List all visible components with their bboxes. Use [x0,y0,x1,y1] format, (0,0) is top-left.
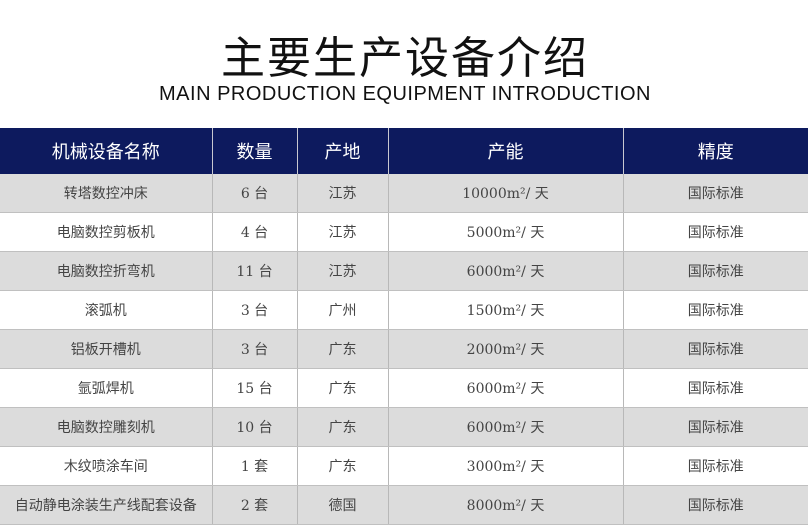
cell-quantity: 4 台 [211,212,297,252]
cell-origin: 广东 [296,329,388,369]
cell-precision: 国际标准 [622,407,808,447]
cell-precision: 国际标准 [622,446,808,486]
header-capacity: 产能 [387,128,623,174]
cell-origin: 江苏 [296,212,388,252]
cell-origin: 德国 [296,485,388,525]
cell-quantity: 3 台 [211,290,297,330]
cell-origin: 江苏 [296,174,388,213]
header-name: 机械设备名称 [0,128,212,174]
cell-capacity: 1500m²/ 天 [387,290,623,330]
cell-capacity: 6000m²/ 天 [387,251,623,291]
header-origin: 产地 [296,128,388,174]
table-row: 电脑数控折弯机 11 台江苏 6000m²/ 天国际标准 [0,251,808,291]
cell-name: 转塔数控冲床 [0,174,212,213]
cell-quantity: 6 台 [211,174,297,213]
table-header-row: 机械设备名称 数量 产地 产能 精度 [0,128,808,174]
table-row: 木纹喷涂车间 1 套广东 3000m²/ 天国际标准 [0,446,808,486]
cell-precision: 国际标准 [622,368,808,408]
cell-precision: 国际标准 [622,485,808,525]
cell-name: 木纹喷涂车间 [0,446,212,486]
table-row: 铝板开槽机 3 台广东 2000m²/ 天国际标准 [0,329,808,369]
cell-capacity: 6000m²/ 天 [387,407,623,447]
cell-quantity: 15 台 [211,368,297,408]
cell-quantity: 10 台 [211,407,297,447]
table-row: 电脑数控雕刻机 10 台广东 6000m²/ 天国际标准 [0,407,808,447]
cell-capacity: 6000m²/ 天 [387,368,623,408]
cell-origin: 广东 [296,368,388,408]
cell-origin: 广东 [296,407,388,447]
cell-name: 铝板开槽机 [0,329,212,369]
cell-capacity: 10000m²/ 天 [387,174,623,213]
cell-name: 电脑数控折弯机 [0,251,212,291]
header-precision: 精度 [622,128,808,174]
header-quantity: 数量 [211,128,297,174]
cell-quantity: 1 套 [211,446,297,486]
cell-origin: 广州 [296,290,388,330]
table-row: 自动静电涂装生产线配套设备 2 套德国 8000m²/ 天国际标准 [0,485,808,525]
cell-origin: 广东 [296,446,388,486]
cell-capacity: 3000m²/ 天 [387,446,623,486]
cell-name: 氩弧焊机 [0,368,212,408]
cell-quantity: 3 台 [211,329,297,369]
equipment-table: 机械设备名称 数量 产地 产能 精度 转塔数控冲床 6 台江苏 10000m²/ 天… [0,128,808,525]
table-row: 氩弧焊机 15 台广东 6000m²/ 天国际标准 [0,368,808,408]
page-subtitle: MAIN PRODUCTION EQUIPMENT INTRODUCTION [159,83,651,105]
table-row: 电脑数控剪板机 4 台江苏 5000m²/ 天国际标准 [0,212,808,252]
cell-precision: 国际标准 [622,329,808,369]
cell-capacity: 2000m²/ 天 [387,329,623,369]
cell-name: 电脑数控剪板机 [0,212,212,252]
cell-capacity: 5000m²/ 天 [387,212,623,252]
table-row: 转塔数控冲床 6 台江苏 10000m²/ 天国际标准 [0,174,808,213]
cell-quantity: 2 套 [211,485,297,525]
cell-precision: 国际标准 [622,174,808,213]
cell-precision: 国际标准 [622,290,808,330]
page-title: 主要生产设备介绍 [221,33,589,84]
cell-origin: 江苏 [296,251,388,291]
cell-name: 滚弧机 [0,290,212,330]
cell-capacity: 8000m²/ 天 [387,485,623,525]
cell-name: 电脑数控雕刻机 [0,407,212,447]
table-row: 滚弧机 3 台广州 1500m²/ 天国际标准 [0,290,808,330]
cell-name: 自动静电涂装生产线配套设备 [0,485,212,525]
cell-precision: 国际标准 [622,251,808,291]
cell-precision: 国际标准 [622,212,808,252]
cell-quantity: 11 台 [211,251,297,291]
